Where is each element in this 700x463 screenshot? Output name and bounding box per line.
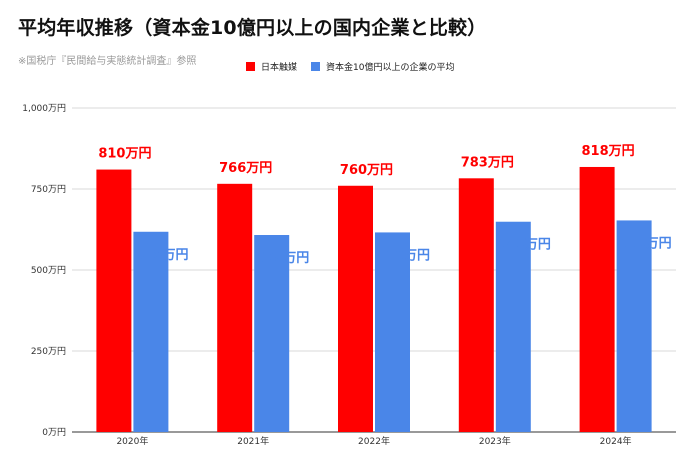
bar-series-1-3 <box>495 221 531 432</box>
data-label-series-1-4: 653万円 <box>619 236 672 251</box>
bar-series-0-4 <box>579 166 615 432</box>
legend-label-series-1: 資本金10億円以上の企業の平均 <box>326 63 455 73</box>
y-tick-label-4: 1,000万円 <box>22 103 66 114</box>
chart-legend: 日本触媒 資本金10億円以上の企業の平均 <box>246 60 468 73</box>
bar-series-0-2 <box>338 185 373 432</box>
y-tick-label-3: 750万円 <box>31 184 66 195</box>
bar-series-1-4 <box>616 220 652 432</box>
y-tick-label-1: 250万円 <box>31 346 66 357</box>
legend-item-series-0[interactable]: 日本触媒 <box>246 60 297 73</box>
bar-series-0-0 <box>96 169 132 432</box>
legend-label-series-0: 日本触媒 <box>261 63 298 73</box>
data-label-series-0-0: 810万円 <box>98 147 151 162</box>
y-tick-label-0: 0万円 <box>42 427 66 438</box>
bar-series-0-3 <box>458 178 494 432</box>
data-label-series-1-0: 618万円 <box>135 248 188 263</box>
bar-series-1-0 <box>133 231 169 432</box>
data-label-series-1-2: 616万円 <box>377 248 430 263</box>
data-label-series-1-1: 608万円 <box>256 251 309 266</box>
legend-item-series-1[interactable]: 資本金10億円以上の企業の平均 <box>311 60 454 73</box>
legend-swatch-series-0 <box>246 62 255 71</box>
x-tick-label-1: 2021年 <box>237 435 269 447</box>
data-label-series-0-4: 818万円 <box>582 144 635 159</box>
data-label-series-0-1: 766万円 <box>219 161 272 176</box>
chart-title: 平均年収推移（資本金10億円以上の国内企業と比較） <box>18 17 487 39</box>
bar-series-0-1 <box>217 183 253 432</box>
x-tick-label-4: 2024年 <box>600 435 632 447</box>
data-label-series-1-3: 649万円 <box>498 238 551 253</box>
y-tick-label-2: 500万円 <box>31 265 66 276</box>
x-tick-label-2: 2022年 <box>358 435 390 447</box>
chart-source-note: ※国税庁『民間給与実態統計調査』参照 <box>18 56 197 67</box>
data-label-series-0-2: 760万円 <box>340 163 393 178</box>
x-tick-label-3: 2023年 <box>479 435 511 447</box>
bar-series-1-1 <box>254 235 290 432</box>
x-tick-label-0: 2020年 <box>116 435 148 447</box>
bar-series-1-2 <box>375 232 410 432</box>
data-label-series-0-3: 783万円 <box>461 155 514 170</box>
legend-swatch-series-1 <box>311 62 321 71</box>
